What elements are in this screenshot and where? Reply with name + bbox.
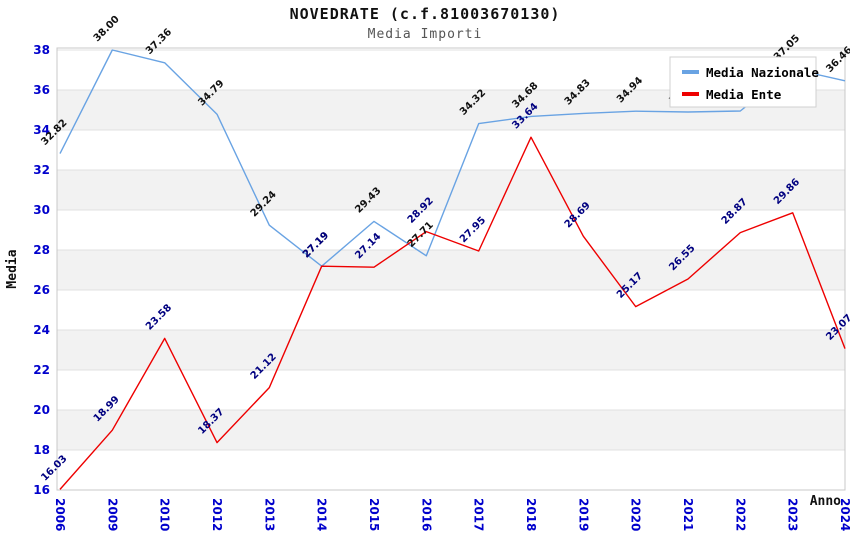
x-tick-label: 2022 [733, 498, 747, 531]
x-tick-label: 2017 [472, 498, 486, 531]
legend-label-media-nazionale: Media Nazionale [706, 65, 819, 80]
chart-subtitle: Media Importi [368, 27, 483, 42]
y-tick-label: 36 [33, 83, 50, 97]
x-tick-label: 2006 [53, 498, 67, 531]
grid-band [57, 170, 845, 210]
x-tick-label: 2010 [158, 498, 172, 531]
grid-band [57, 410, 845, 450]
y-tick-label: 22 [33, 363, 50, 377]
x-tick-label: 2012 [210, 498, 224, 531]
x-tick-label: 2014 [315, 498, 329, 531]
y-tick-label: 28 [33, 243, 50, 257]
value-label: 16.03 [39, 453, 69, 483]
value-label: 36.46 [824, 45, 850, 75]
x-tick-label: 2020 [629, 498, 643, 531]
y-tick-label: 34 [33, 123, 50, 137]
x-tick-label: 2013 [262, 498, 276, 531]
chart-title: NOVEDRATE (c.f.81003670130) [290, 5, 561, 23]
y-tick-label: 30 [33, 203, 50, 217]
x-axis-title: Anno [810, 494, 841, 509]
y-tick-label: 26 [33, 283, 50, 297]
x-tick-label: 2024 [838, 498, 850, 531]
x-tick-label: 2018 [524, 498, 538, 531]
x-tick-label: 2023 [786, 498, 800, 531]
grid-band [57, 330, 845, 370]
x-tick-label: 2009 [105, 498, 119, 531]
series-line-media-ente [59, 136, 846, 490]
value-label: 27.71 [406, 220, 436, 250]
series-line-media-nazionale [59, 49, 846, 267]
y-axis-title: Media [5, 249, 20, 288]
plot-border [56, 47, 846, 491]
x-tick-label: 2016 [419, 498, 433, 531]
x-tick-label: 2019 [576, 498, 590, 531]
legend-label-media-ente: Media Ente [706, 87, 782, 102]
y-tick-label: 20 [33, 403, 50, 417]
value-label: 37.36 [144, 27, 174, 57]
y-tick-label: 18 [33, 443, 50, 457]
y-tick-label: 38 [33, 43, 50, 57]
legend-box [669, 56, 817, 108]
x-tick-label: 2015 [367, 498, 381, 531]
y-tick-label: 16 [33, 483, 50, 497]
value-label: 38.00 [92, 14, 122, 44]
y-tick-label: 24 [33, 323, 50, 337]
grid-band [57, 250, 845, 290]
value-label: 23.58 [144, 302, 174, 332]
legend: Media Nazionale Media Ente [669, 56, 819, 108]
x-tick-label: 2021 [681, 498, 695, 531]
y-tick-label: 32 [33, 163, 50, 177]
